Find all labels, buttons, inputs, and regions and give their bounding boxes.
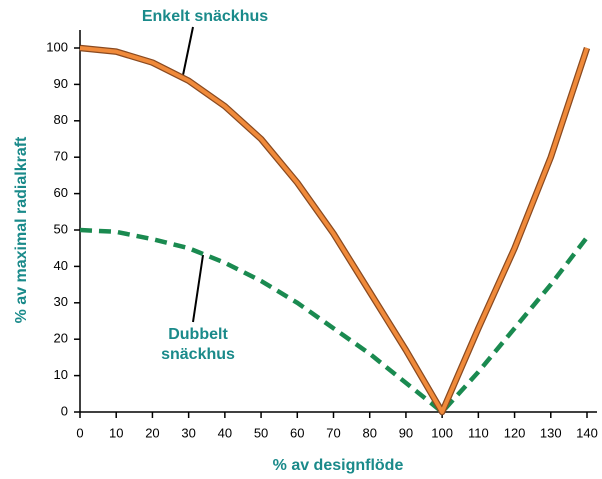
series-line [79, 46, 589, 414]
x-tick-label: 70 [326, 425, 340, 440]
x-tick-label: 30 [181, 425, 195, 440]
x-tick-label: 110 [468, 425, 489, 440]
y-tick-label: 50 [54, 221, 68, 236]
x-tick-label: 120 [504, 425, 526, 440]
x-tick-label: 10 [109, 425, 123, 440]
y-tick-label: 70 [54, 149, 68, 164]
y-tick-label: 40 [54, 258, 68, 273]
y-tick-label: 0 [61, 403, 68, 418]
x-axis-label: % av designflöde [273, 457, 404, 474]
y-tick-label: 100 [46, 39, 68, 54]
x-tick-label: 80 [362, 425, 376, 440]
leader-line [181, 26, 194, 81]
x-tick-label: 50 [254, 425, 268, 440]
annotation: Enkelt snäckhus [142, 8, 268, 25]
y-tick-label: 80 [54, 112, 68, 127]
annotation: Dubbelt snäckhus [161, 326, 235, 363]
y-tick-label: 90 [54, 76, 68, 91]
y-axis-label: % av maximal radialkraft [13, 136, 30, 323]
y-tick-label: 30 [54, 294, 68, 309]
y-tick-label: 20 [54, 331, 68, 346]
x-tick-label: 90 [399, 425, 413, 440]
x-tick-label: 60 [290, 425, 304, 440]
leader-line [192, 254, 204, 323]
x-tick-label: 140 [576, 425, 598, 440]
y-tick-label: 10 [54, 367, 68, 382]
x-tick-label: 20 [145, 425, 159, 440]
series-line [79, 227, 589, 416]
x-tick-label: 0 [76, 425, 83, 440]
x-tick-label: 100 [431, 425, 453, 440]
x-tick-label: 40 [218, 425, 232, 440]
x-tick-label: 130 [540, 425, 562, 440]
y-tick-label: 60 [54, 185, 68, 200]
